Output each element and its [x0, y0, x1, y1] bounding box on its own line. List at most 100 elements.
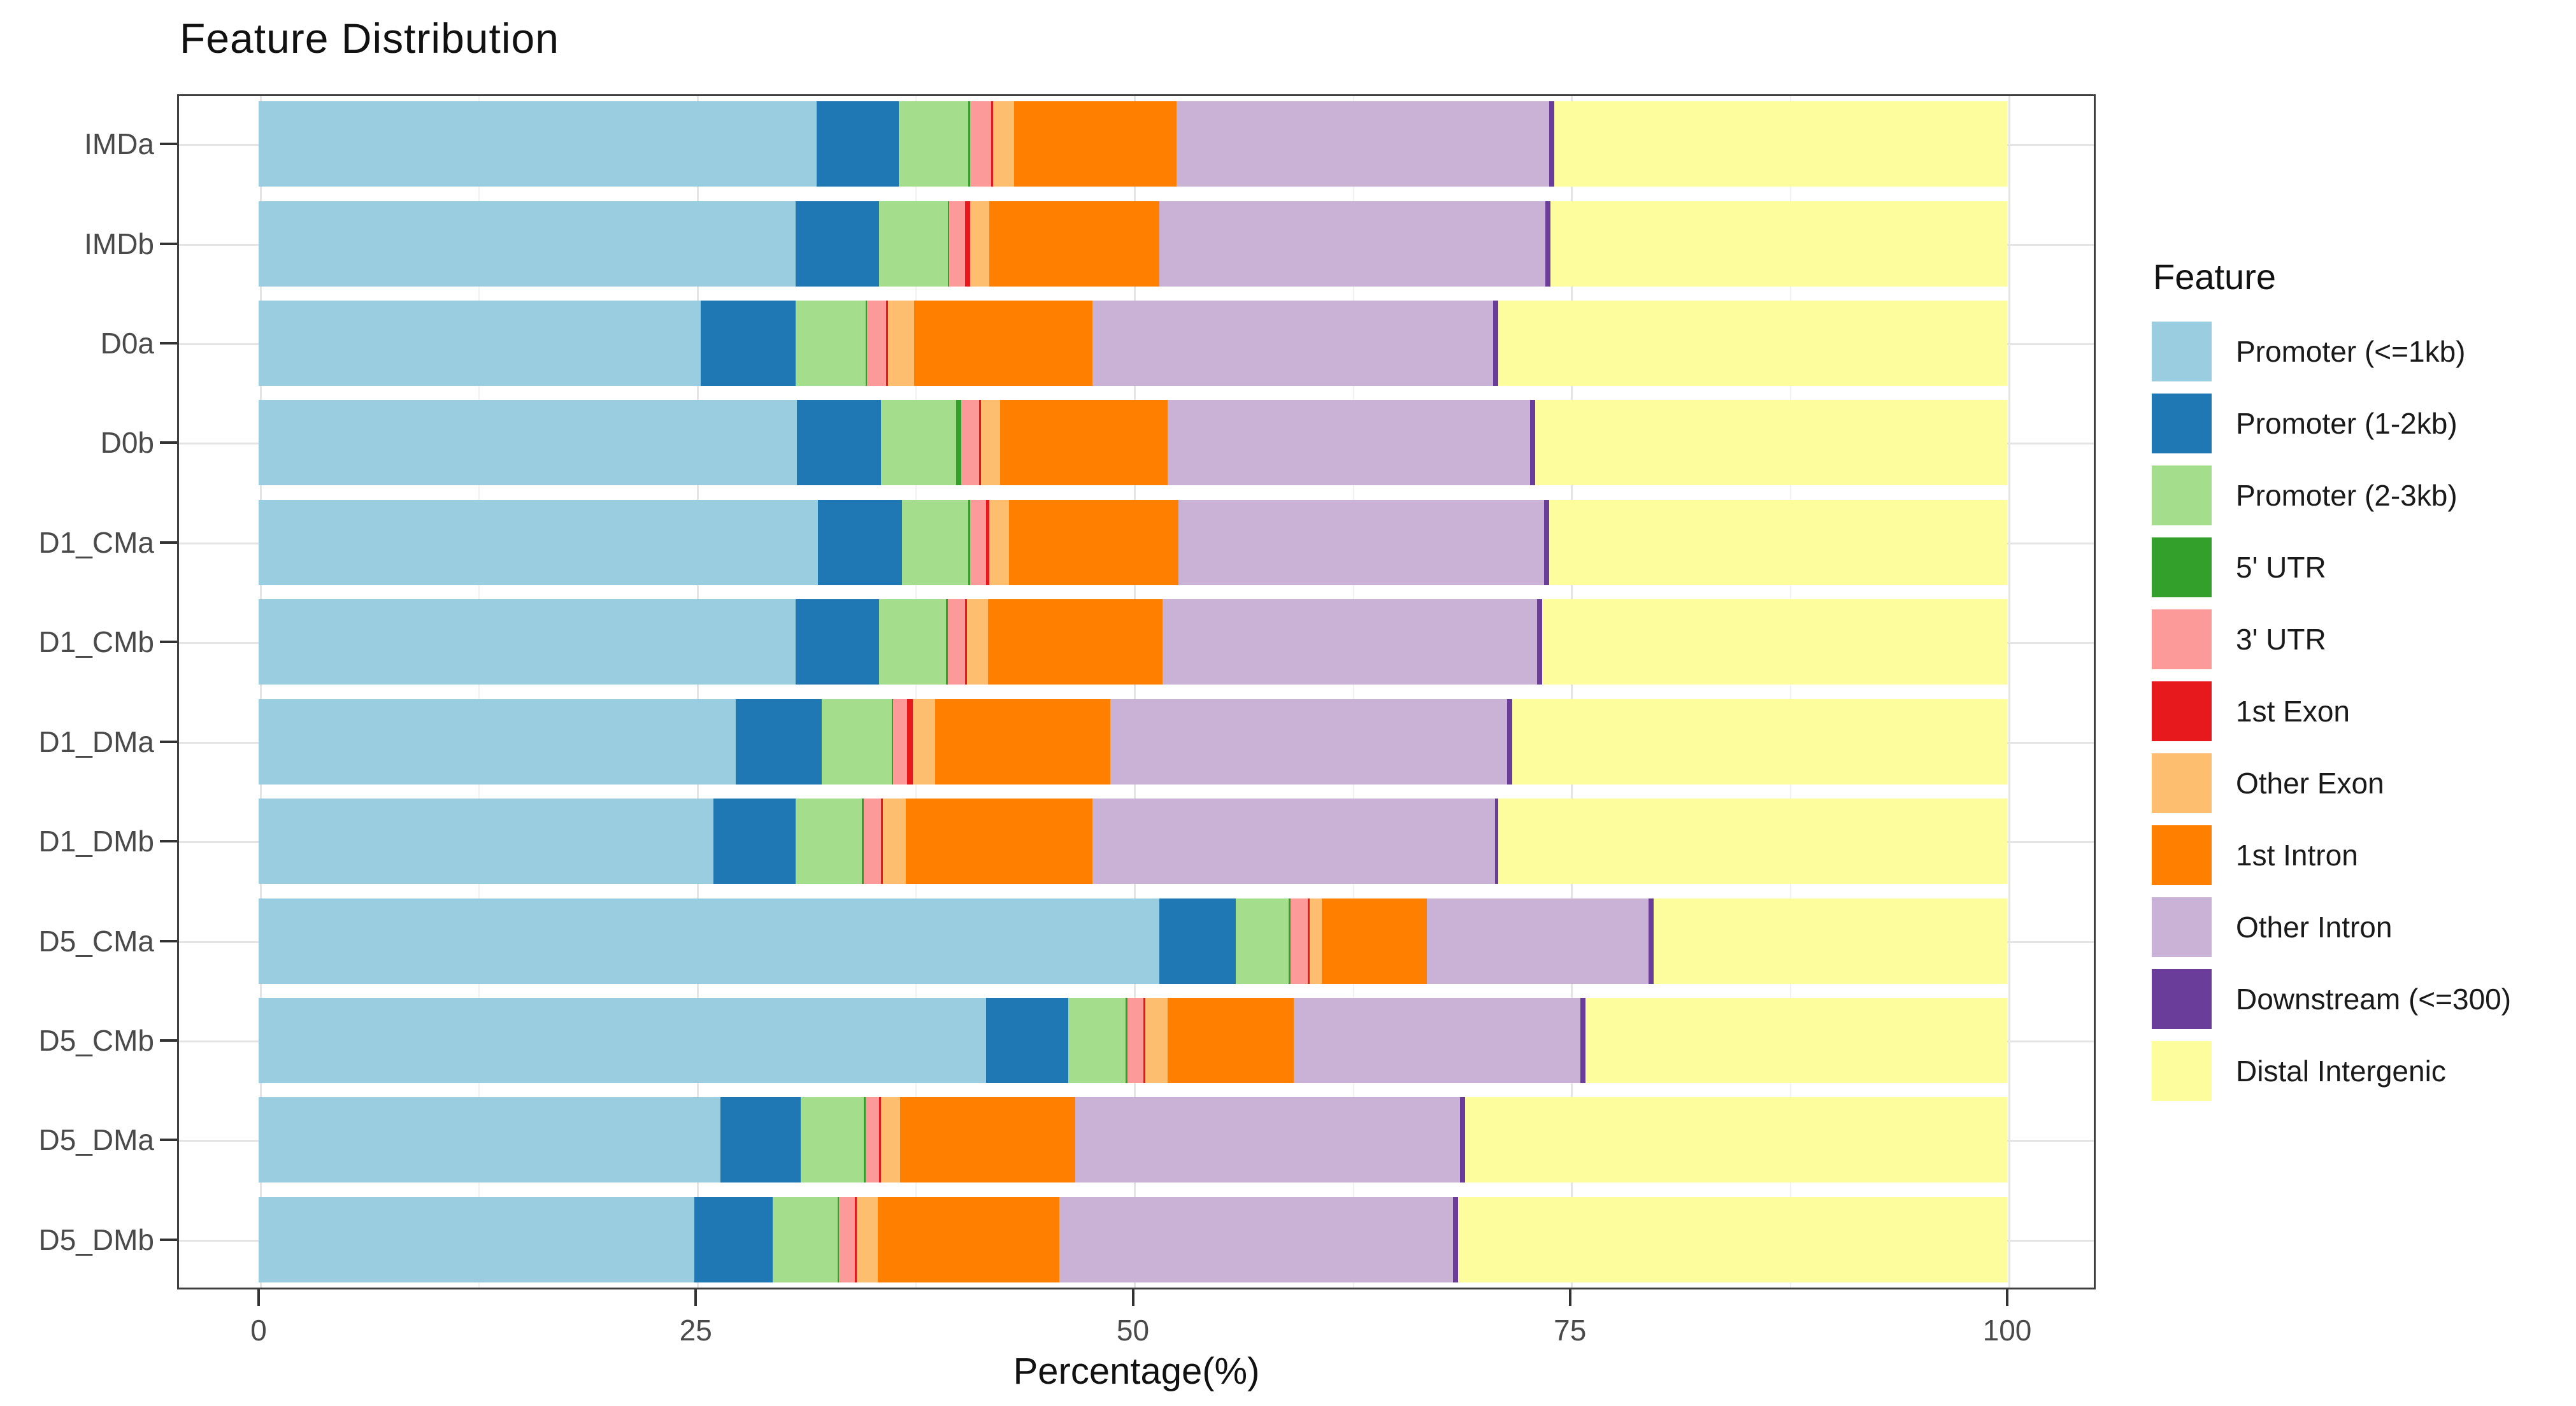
segment-promoter-1-2kb — [797, 400, 882, 486]
y-axis-label: D0b — [100, 426, 154, 460]
segment-1st-intron — [1168, 997, 1294, 1083]
segment-promoter-1kb — [259, 400, 798, 486]
segment-promoter-1kb — [259, 997, 986, 1083]
segment-downstream-300 — [1545, 201, 1551, 287]
segment-promoter-2-3kb — [795, 799, 862, 884]
segment-5-utr — [1126, 997, 1128, 1083]
y-axis-label: D5_DMa — [38, 1123, 154, 1157]
segment-other-exon — [881, 1097, 901, 1183]
segment-5-utr — [863, 1097, 866, 1183]
segment-promoter-2-3kb — [821, 699, 892, 785]
segment-1st-exon — [886, 301, 889, 387]
segment-3-utr — [961, 400, 979, 486]
segment-promoter-1kb — [259, 499, 819, 585]
segment-distal-intergenic — [1498, 301, 2007, 387]
legend-items: Promoter (<=1kb) Promoter (1-2kb) Promoter… — [2152, 322, 2511, 1101]
segment-promoter-2-3kb — [879, 599, 946, 685]
segment-1st-intron — [1008, 499, 1178, 585]
legend-item-promoter-1-2kb: Promoter (1-2kb) — [2152, 394, 2511, 453]
segment-distal-intergenic — [1498, 799, 2007, 884]
segment-5-utr — [1288, 898, 1291, 984]
bar-row-d1-dmb — [259, 799, 2007, 884]
bar-row-d0a — [259, 301, 2007, 387]
segment-1st-intron — [999, 400, 1168, 486]
segment-5-utr — [945, 599, 948, 685]
segment-1st-exon — [855, 1197, 857, 1282]
segment-promoter-1-2kb — [701, 301, 796, 387]
segment-1st-intron — [900, 1097, 1075, 1183]
segment-1st-exon — [1307, 898, 1310, 984]
y-axis-tick — [160, 641, 177, 644]
segment-promoter-1kb — [259, 699, 736, 785]
bar-row-d5-dma — [259, 1097, 2007, 1183]
segment-3-utr — [867, 301, 887, 387]
legend-label: Distal Intergenic — [2236, 1054, 2446, 1088]
y-axis-label: D5_CMb — [38, 1023, 154, 1057]
y-axis-tick — [160, 441, 177, 444]
gridline-vertical-minor — [478, 96, 480, 1288]
segment-other-exon — [888, 301, 915, 387]
legend-label: Downstream (<=300) — [2236, 983, 2512, 1016]
legend-label: Other Intron — [2236, 911, 2393, 944]
segment-other-exon — [1145, 997, 1168, 1083]
segment-promoter-1-2kb — [795, 599, 880, 685]
segment-promoter-1-2kb — [1159, 898, 1236, 984]
gridline-vertical-major — [696, 96, 699, 1288]
segment-1st-exon — [991, 101, 993, 187]
x-axis-tick — [1568, 1289, 1571, 1306]
segment-5-utr — [947, 201, 950, 287]
y-axis-label: IMDa — [84, 127, 154, 161]
segment-promoter-1-2kb — [720, 1097, 801, 1183]
x-axis-tick — [1131, 1289, 1134, 1306]
segment-other-intron — [1092, 799, 1495, 884]
segment-downstream-300 — [1543, 499, 1549, 585]
segment-3-utr — [970, 499, 986, 585]
segment-distal-intergenic — [1512, 699, 2007, 785]
plot-panel — [177, 94, 2096, 1289]
segment-downstream-300 — [1536, 599, 1542, 685]
segment-other-exon — [912, 699, 936, 785]
y-axis-label: D1_DMa — [38, 725, 154, 758]
segment-1st-intron — [989, 201, 1159, 287]
y-axis-tick — [160, 242, 177, 245]
legend-item-promoter-2-3kb: Promoter (2-3kb) — [2152, 465, 2511, 525]
segment-1st-exon — [1143, 997, 1145, 1083]
y-axis-tick — [160, 1238, 177, 1241]
y-axis-label: D1_CMa — [38, 525, 154, 559]
segment-3-utr — [893, 699, 908, 785]
bar-row-d5-dmb — [259, 1197, 2007, 1282]
segment-other-exon — [856, 1197, 878, 1282]
segment-other-intron — [1075, 1097, 1460, 1183]
x-axis-tick — [2006, 1289, 2008, 1306]
legend-label: 3' UTR — [2236, 623, 2326, 656]
legend-swatch — [2152, 537, 2212, 597]
x-axis-tick-label: 0 — [250, 1314, 267, 1347]
segment-promoter-1-2kb — [985, 997, 1068, 1083]
segment-downstream-300 — [1506, 699, 1513, 785]
segment-promoter-1-2kb — [795, 201, 880, 287]
gridline-vertical-major — [2008, 96, 2010, 1288]
segment-promoter-2-3kb — [881, 400, 957, 486]
legend-swatch — [2152, 465, 2212, 525]
segment-promoter-2-3kb — [800, 1097, 864, 1183]
segment-other-intron — [1426, 898, 1649, 984]
segment-5-utr — [968, 499, 971, 585]
segment-promoter-1kb — [259, 301, 701, 387]
bar-row-imda — [259, 101, 2007, 187]
segment-other-exon — [992, 101, 1014, 187]
legend-title: Feature — [2153, 257, 2276, 297]
x-axis-tick-label: 75 — [1554, 1314, 1587, 1347]
segment-downstream-300 — [1452, 1197, 1459, 1282]
segment-5-utr — [865, 301, 868, 387]
legend-item-3-utr: 3' UTR — [2152, 609, 2511, 669]
legend-label: Promoter (2-3kb) — [2236, 479, 2458, 512]
segment-downstream-300 — [1494, 799, 1499, 884]
segment-1st-intron — [935, 699, 1110, 785]
segment-1st-intron — [1321, 898, 1427, 984]
legend-label: 1st Intron — [2236, 839, 2358, 872]
segment-3-utr — [947, 599, 965, 685]
legend-label: Promoter (<=1kb) — [2236, 335, 2466, 368]
segment-downstream-300 — [1580, 997, 1586, 1083]
segment-other-exon — [882, 799, 906, 884]
legend-swatch — [2152, 969, 2212, 1029]
